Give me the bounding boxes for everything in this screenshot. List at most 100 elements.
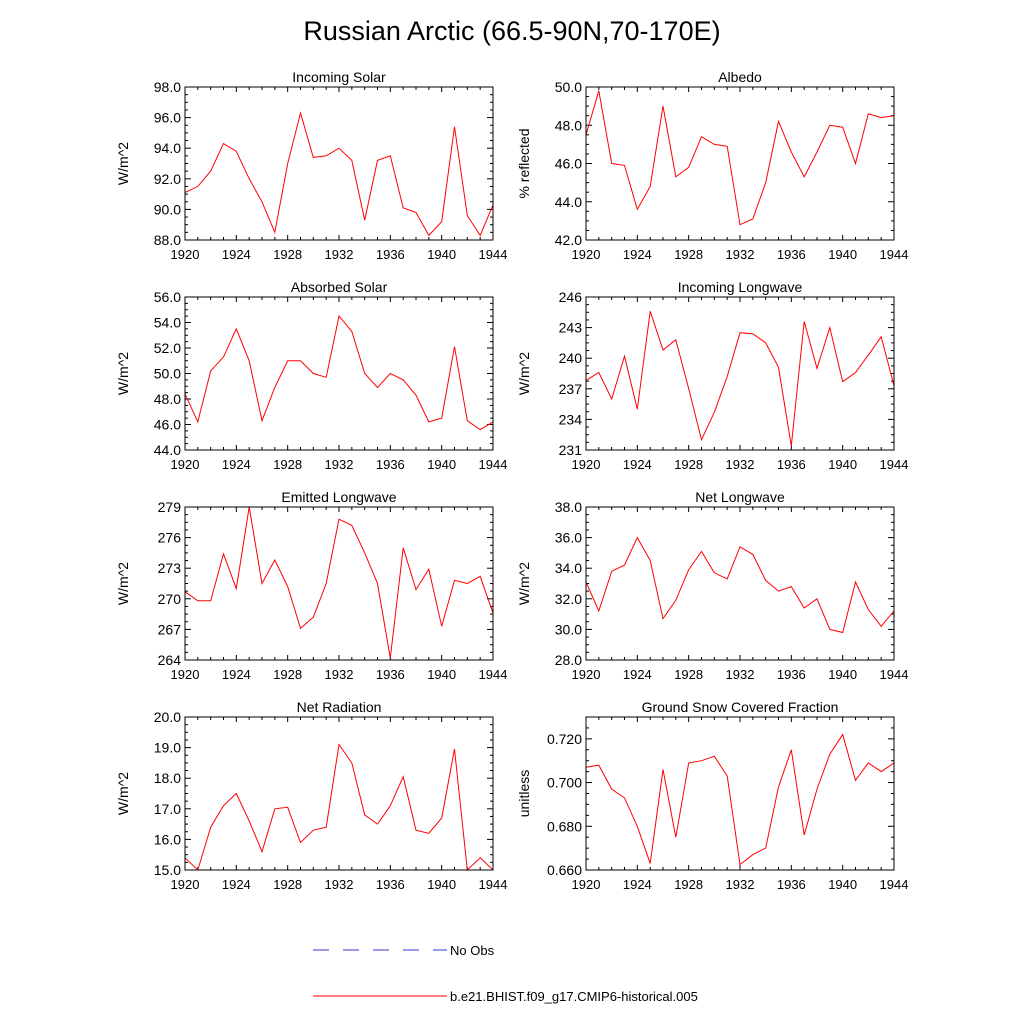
y-tick-label: 17.0 bbox=[154, 801, 181, 817]
x-tick-label: 1944 bbox=[479, 667, 508, 682]
y-tick-label: 44.0 bbox=[154, 442, 181, 458]
x-tick-label: 1924 bbox=[623, 667, 652, 682]
x-tick-label: 1936 bbox=[376, 667, 405, 682]
y-tick-label: 28.0 bbox=[555, 652, 582, 668]
y-tick-label: 32.0 bbox=[555, 591, 582, 607]
y-tick-label: 267 bbox=[158, 621, 182, 637]
y-tick-label: 50.0 bbox=[555, 79, 582, 95]
x-tick-label: 1920 bbox=[171, 667, 200, 682]
x-tick-label: 1940 bbox=[427, 877, 456, 892]
y-tick-label: 270 bbox=[158, 591, 182, 607]
x-tick-label: 1928 bbox=[674, 667, 703, 682]
y-tick-label: 48.0 bbox=[555, 117, 582, 133]
x-tick-label: 1924 bbox=[222, 247, 251, 262]
x-tick-label: 1928 bbox=[273, 247, 302, 262]
y-tick-label: 44.0 bbox=[555, 194, 582, 210]
panel-title: Albedo bbox=[718, 69, 762, 85]
x-tick-label: 1920 bbox=[171, 877, 200, 892]
y-tick-label: 264 bbox=[158, 652, 182, 668]
x-tick-label: 1940 bbox=[828, 877, 857, 892]
x-tick-label: 1944 bbox=[880, 877, 909, 892]
x-tick-label: 1920 bbox=[572, 247, 601, 262]
x-tick-label: 1936 bbox=[777, 667, 806, 682]
y-tick-label: 90.0 bbox=[154, 201, 181, 217]
y-tick-label: 0.720 bbox=[547, 731, 582, 747]
x-tick-label: 1932 bbox=[726, 877, 755, 892]
y-tick-label: 273 bbox=[158, 560, 182, 576]
x-tick-label: 1928 bbox=[674, 247, 703, 262]
plot-frame bbox=[184, 86, 494, 241]
x-tick-label: 1928 bbox=[674, 877, 703, 892]
panel-4: Emitted Longwave W/m^2 1920 1924 1928 1932 193… bbox=[115, 489, 507, 682]
x-tick-label: 1932 bbox=[726, 457, 755, 472]
x-tick-label: 1944 bbox=[479, 457, 508, 472]
plot-frame bbox=[585, 506, 895, 661]
y-tick-label: 98.0 bbox=[154, 79, 181, 95]
x-tick-label: 1944 bbox=[479, 877, 508, 892]
y-tick-label: 36.0 bbox=[555, 530, 582, 546]
x-tick-label: 1936 bbox=[376, 247, 405, 262]
x-tick-label: 1940 bbox=[828, 667, 857, 682]
x-tick-label: 1932 bbox=[726, 667, 755, 682]
figure-title: Russian Arctic (66.5-90N,70-170E) bbox=[303, 16, 720, 46]
x-tick-label: 1944 bbox=[880, 667, 909, 682]
panel-title: Incoming Longwave bbox=[678, 279, 803, 295]
plot-frame bbox=[184, 716, 494, 871]
x-tick-label: 1924 bbox=[222, 877, 251, 892]
y-tick-label: 20.0 bbox=[154, 709, 181, 725]
x-tick-label: 1940 bbox=[828, 457, 857, 472]
series-line bbox=[184, 314, 494, 431]
x-tick-label: 1936 bbox=[777, 877, 806, 892]
x-tick-label: 1928 bbox=[273, 457, 302, 472]
plot-frame bbox=[585, 86, 895, 241]
series-line bbox=[184, 743, 494, 872]
y-tick-label: 246 bbox=[559, 289, 583, 305]
panel-title: Net Radiation bbox=[297, 699, 382, 715]
x-tick-label: 1940 bbox=[427, 457, 456, 472]
x-tick-label: 1920 bbox=[572, 667, 601, 682]
y-tick-label: 19.0 bbox=[154, 740, 181, 756]
y-tick-label: 54.0 bbox=[154, 315, 181, 331]
panel-6: Net Radiation W/m^2 1920 1924 1928 1932 1936 19… bbox=[115, 699, 507, 892]
x-tick-label: 1924 bbox=[623, 457, 652, 472]
y-tick-label: 240 bbox=[559, 350, 583, 366]
y-tick-label: 42.0 bbox=[555, 232, 582, 248]
x-tick-label: 1944 bbox=[880, 457, 909, 472]
panel-title: Net Longwave bbox=[695, 489, 785, 505]
y-tick-label: 94.0 bbox=[154, 140, 181, 156]
y-tick-label: 0.660 bbox=[547, 862, 582, 878]
x-tick-label: 1940 bbox=[427, 247, 456, 262]
x-tick-label: 1936 bbox=[777, 247, 806, 262]
y-tick-label: 276 bbox=[158, 530, 182, 546]
y-tick-label: 0.680 bbox=[547, 818, 582, 834]
panel-0: Incoming Solar W/m^2 1920 1924 1928 1932 1936 1… bbox=[115, 69, 507, 262]
x-tick-label: 1944 bbox=[479, 247, 508, 262]
y-tick-label: 92.0 bbox=[154, 171, 181, 187]
y-tick-label: 52.0 bbox=[154, 340, 181, 356]
y-tick-label: 234 bbox=[559, 411, 583, 427]
legend-obs-label: No Obs bbox=[450, 943, 495, 958]
panel-title: Ground Snow Covered Fraction bbox=[642, 699, 839, 715]
panel-2: Absorbed Solar W/m^2 1920 1924 1928 1932 1936 1… bbox=[115, 279, 507, 472]
y-axis-label: W/m^2 bbox=[115, 352, 131, 395]
plot-frame bbox=[585, 716, 895, 871]
x-tick-label: 1936 bbox=[376, 877, 405, 892]
x-tick-label: 1932 bbox=[726, 247, 755, 262]
x-tick-label: 1940 bbox=[828, 247, 857, 262]
x-tick-label: 1932 bbox=[325, 667, 354, 682]
x-tick-label: 1924 bbox=[222, 667, 251, 682]
panel-7: Ground Snow Covered Fraction unitless 1920… bbox=[516, 699, 908, 892]
x-tick-label: 1924 bbox=[623, 247, 652, 262]
legend: No Obs b.e21.BHIST.f09_g17.CMIP6-histori… bbox=[313, 943, 698, 1004]
y-axis-label: W/m^2 bbox=[516, 352, 532, 395]
series-line bbox=[585, 90, 895, 226]
y-tick-label: 0.700 bbox=[547, 775, 582, 791]
x-tick-label: 1936 bbox=[777, 457, 806, 472]
x-tick-label: 1944 bbox=[880, 247, 909, 262]
y-axis-label: unitless bbox=[516, 770, 532, 817]
y-tick-label: 38.0 bbox=[555, 499, 582, 515]
x-tick-label: 1920 bbox=[171, 457, 200, 472]
legend-model-label: b.e21.BHIST.f09_g17.CMIP6-historical.005 bbox=[450, 989, 698, 1004]
panel-title: Emitted Longwave bbox=[281, 489, 396, 505]
